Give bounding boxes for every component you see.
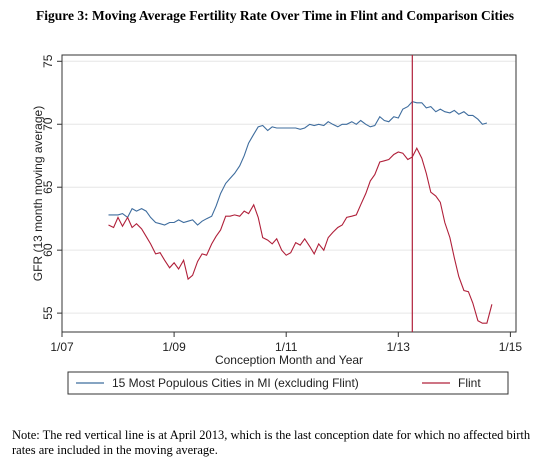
x-tick-label: 1/09 [162,340,186,354]
x-tick-label: 1/11 [275,340,298,354]
y-axis: 55 60 65 70 75 [41,54,62,320]
x-axis: 1/07 1/09 1/11 1/13 1/15 [50,332,522,354]
y-tick-label: 55 [41,306,55,320]
x-tick-label: 1/15 [499,340,523,354]
plot-frame [61,54,517,333]
legend-box [67,371,509,395]
lines-layer [108,100,493,324]
legend: 15 Most Populous Cities in MI (excluding… [67,371,509,395]
y-tick-label: 75 [41,54,55,68]
figure-note: Note: The red vertical line is at April … [12,428,531,457]
legend-label-flint: Flint [458,376,481,390]
x-tick-label: 1/07 [50,340,74,354]
y-axis-label: GFR (13 month moving average) [31,106,45,281]
y-tick-label: 65 [41,180,55,194]
grid-layer [62,60,516,314]
legend-label-cities: 15 Most Populous Cities in MI (excluding… [112,376,359,390]
y-tick-label: 70 [41,117,55,131]
series-line-1 [108,146,493,324]
x-tick-label: 1/13 [387,340,411,354]
y-tick-label: 60 [41,243,55,257]
chart-title: Figure 3: Moving Average Fertility Rate … [36,8,514,23]
series-line-0 [108,100,488,226]
x-axis-label: Conception Month and Year [215,353,363,367]
